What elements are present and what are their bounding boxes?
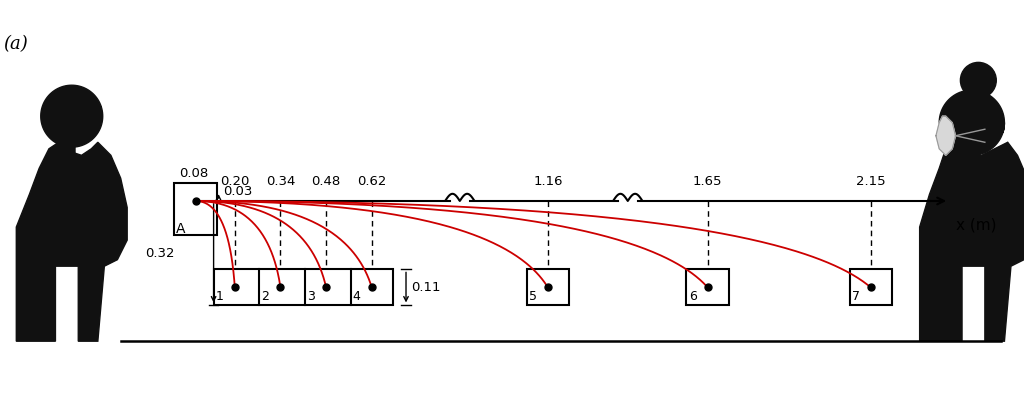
Text: (a): (a)	[3, 35, 28, 53]
Polygon shape	[41, 85, 102, 147]
Text: 6: 6	[689, 290, 696, 303]
Bar	[686, 269, 729, 305]
Text: x (m): x (m)	[955, 217, 996, 232]
Text: 4: 4	[353, 290, 360, 303]
Text: 0.32: 0.32	[145, 247, 175, 260]
Bar	[850, 269, 892, 305]
Text: 0.08: 0.08	[179, 167, 209, 180]
Polygon shape	[920, 142, 1024, 341]
Text: 1: 1	[216, 290, 224, 303]
Text: 0.34: 0.34	[266, 175, 295, 188]
Text: 7: 7	[852, 290, 860, 303]
Circle shape	[961, 62, 996, 98]
Text: 5: 5	[529, 290, 537, 303]
Polygon shape	[66, 129, 75, 162]
Text: 1.65: 1.65	[693, 175, 722, 188]
Text: 0.03: 0.03	[223, 185, 253, 198]
Polygon shape	[939, 90, 1005, 155]
Polygon shape	[936, 116, 955, 155]
Text: 0.48: 0.48	[311, 175, 341, 188]
Text: 0.20: 0.20	[220, 175, 250, 188]
Text: 2.15: 2.15	[856, 175, 886, 188]
Text: 0.62: 0.62	[357, 175, 386, 188]
Text: 2: 2	[261, 290, 269, 303]
Text: 0.11: 0.11	[411, 281, 440, 294]
Bar	[526, 269, 569, 305]
Polygon shape	[16, 142, 127, 341]
Bar	[214, 269, 393, 305]
Text: A: A	[176, 222, 185, 236]
Bar	[174, 183, 217, 235]
Text: 3: 3	[307, 290, 315, 303]
Text: 1.16: 1.16	[534, 175, 562, 188]
